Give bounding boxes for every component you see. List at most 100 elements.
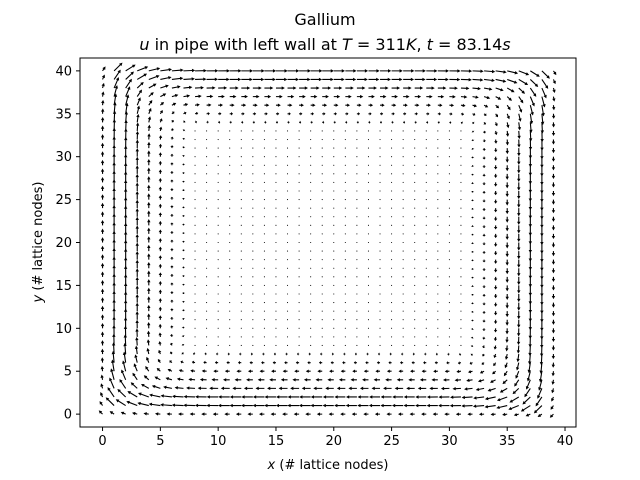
quiver-point — [310, 344, 312, 347]
quiver-arrow — [348, 386, 357, 391]
quiver-point — [367, 259, 370, 261]
quiver-arrow — [513, 413, 519, 417]
quiver-arrow — [461, 404, 473, 408]
x-axis-text: (# lattice nodes) — [275, 458, 388, 473]
quiver-arrow — [490, 379, 496, 383]
quiver-point — [448, 327, 450, 329]
quiver-point — [379, 319, 381, 321]
quiver-point — [252, 250, 254, 252]
quiver-arrow — [551, 379, 555, 385]
quiver-arrow — [160, 76, 172, 80]
quiver-point — [275, 173, 277, 175]
quiver-arrow — [528, 242, 533, 254]
quiver-point — [286, 336, 289, 338]
y-tick-label: 30 — [55, 150, 72, 165]
quiver-point — [194, 293, 196, 295]
quiver-arrow — [450, 395, 461, 399]
quiver-point — [194, 327, 196, 329]
quiver-arrow — [333, 103, 339, 107]
quiver-point — [391, 233, 393, 235]
quiver-point — [379, 199, 381, 201]
quiver-point — [437, 199, 439, 201]
quiver-arrow — [322, 86, 332, 90]
quiver-point — [194, 250, 196, 252]
quiver-arrow — [135, 294, 139, 303]
quiver-arrow — [259, 369, 265, 373]
quiver-arrow — [470, 208, 475, 210]
quiver-arrow — [100, 392, 104, 398]
quiver-arrow — [136, 89, 142, 97]
quiver-arrow — [388, 360, 392, 365]
quiver-arrow — [112, 196, 116, 209]
quiver-arrow — [270, 412, 276, 416]
quiver-arrow — [209, 386, 219, 391]
quiver-point — [333, 259, 335, 261]
quiver-arrow — [123, 342, 127, 355]
quiver-arrow — [493, 216, 498, 221]
quiver-arrow — [541, 87, 547, 99]
quiver-arrow — [170, 239, 174, 243]
quiver-arrow — [400, 360, 404, 365]
quiver-point — [391, 344, 393, 347]
subtitle-sep: , — [416, 35, 426, 54]
quiver-point — [460, 181, 462, 183]
quiver-arrow — [100, 211, 105, 217]
quiver-arrow — [505, 336, 509, 343]
quiver-arrow — [317, 369, 323, 373]
quiver-arrow — [482, 139, 486, 143]
y-axis-label: y (# lattice nodes) — [31, 182, 46, 304]
quiver-arrow — [169, 342, 174, 346]
quiver-arrow — [257, 378, 265, 382]
quiver-arrow — [125, 102, 129, 114]
quiver-point — [448, 138, 450, 141]
quiver-arrow — [540, 311, 544, 323]
quiver-point — [194, 207, 196, 209]
quiver-arrow — [517, 191, 521, 200]
quiver-arrow — [123, 274, 128, 286]
quiver-point — [206, 336, 208, 338]
quiver-arrow — [528, 225, 533, 236]
quiver-arrow — [272, 360, 276, 365]
quiver-arrow — [528, 276, 533, 288]
quiver-arrow — [537, 388, 543, 399]
quiver-arrow — [174, 386, 184, 390]
quiver-point — [298, 310, 300, 312]
quiver-arrow — [143, 375, 150, 381]
chart-title: Gallium — [294, 10, 355, 29]
quiver-point — [333, 344, 335, 347]
quiver-arrow — [505, 130, 510, 137]
quiver-point — [414, 130, 416, 132]
quiver-arrow — [112, 325, 116, 337]
quiver-arrow — [525, 379, 531, 390]
quiver-arrow — [123, 239, 128, 252]
quiver-point — [379, 173, 381, 175]
quiver-arrow — [517, 208, 521, 217]
quiver-arrow — [528, 173, 533, 185]
quiver-arrow — [356, 77, 368, 82]
quiver-point — [344, 190, 346, 192]
quiver-arrow — [181, 206, 186, 209]
quiver-point — [263, 319, 265, 321]
quiver-arrow — [241, 120, 244, 125]
quiver-point — [263, 241, 265, 244]
quiver-arrow — [121, 369, 127, 381]
quiver-arrow — [493, 259, 498, 264]
quiver-arrow — [181, 172, 186, 174]
quiver-arrow — [517, 216, 521, 225]
quiver-point — [252, 199, 254, 201]
quiver-arrow — [505, 208, 509, 215]
quiver-arrow — [100, 168, 105, 174]
quiver-arrow — [125, 78, 132, 89]
quiver-point — [321, 250, 323, 252]
quiver-arrow — [398, 369, 404, 373]
quiver-arrow — [470, 242, 475, 245]
quiver-arrow — [522, 396, 531, 405]
quiver-arrow — [100, 108, 105, 114]
quiver-arrow — [212, 412, 219, 416]
quiver-point — [333, 241, 335, 244]
quiver-arrow — [135, 328, 139, 337]
quiver-arrow — [528, 345, 532, 357]
quiver-point — [321, 344, 323, 347]
quiver-arrow — [146, 330, 151, 337]
quiver-point — [286, 181, 289, 183]
